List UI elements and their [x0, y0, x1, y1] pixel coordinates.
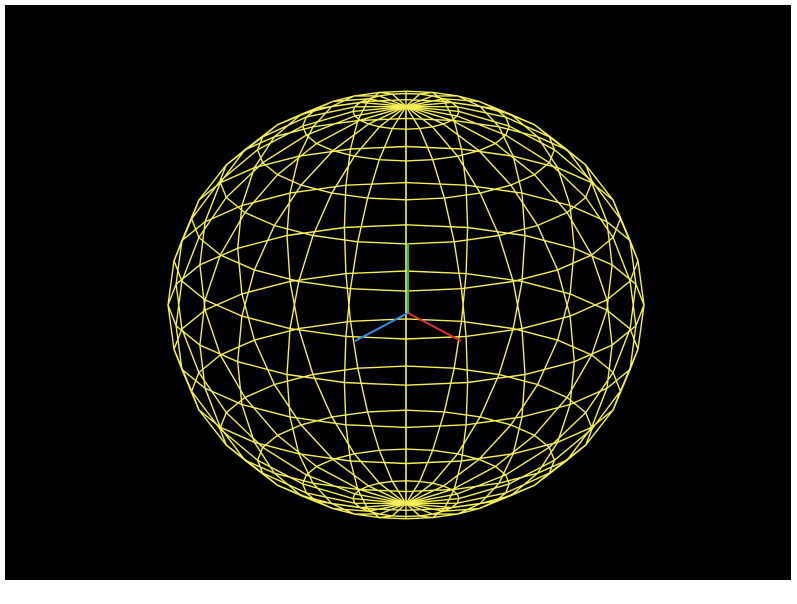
longitude-meridian: [405, 105, 637, 505]
wireframe-sphere: [167, 90, 645, 520]
longitude-meridian: [405, 105, 576, 512]
x-axis-line: [407, 312, 462, 342]
viewport-background: [5, 5, 791, 580]
longitude-meridian: [199, 105, 407, 509]
longitude-meridian: [236, 105, 407, 512]
longitude-meridian: [286, 95, 407, 505]
longitude-meridian: [236, 98, 407, 505]
longitude-meridian: [343, 91, 407, 504]
longitude-meridian: [405, 105, 645, 505]
longitude-meridian: [405, 105, 526, 515]
axes-gizmo: [354, 243, 462, 342]
scene-canvas: [5, 5, 791, 580]
z-axis-line: [354, 312, 409, 342]
longitude-meridian: [405, 95, 526, 505]
longitude-meridian: [167, 105, 407, 505]
longitude-meridian: [405, 105, 637, 505]
longitude-meridian: [405, 98, 576, 505]
longitude-meridian: [286, 105, 407, 515]
longitude-meridian: [175, 105, 407, 505]
3d-viewport[interactable]: [5, 5, 791, 580]
longitude-meridian: [175, 105, 407, 505]
longitude-meridian: [405, 101, 613, 505]
longitude-meridian: [405, 106, 469, 519]
